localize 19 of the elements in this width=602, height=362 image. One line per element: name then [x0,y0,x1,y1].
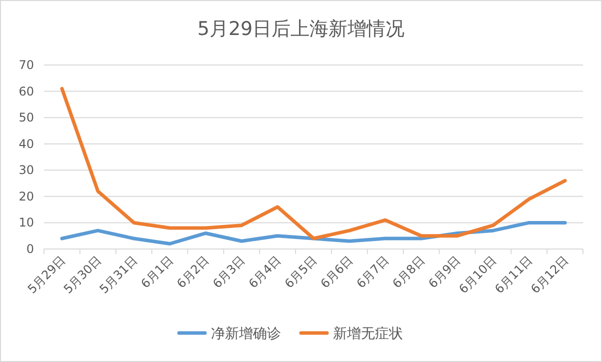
legend-label: 净新增确诊 [211,326,281,342]
x-tick-label: 6月2日 [174,253,212,291]
x-tick-label: 6月8日 [390,253,428,291]
x-tick-label: 6月5日 [282,253,320,291]
y-tick-label: 50 [18,110,34,125]
x-tick-label: 6月3日 [210,253,248,291]
y-tick-label: 40 [18,136,34,151]
y-tick-label: 10 [18,216,34,230]
y-tick-label: 60 [18,84,34,98]
x-tick-label: 6月4日 [246,253,284,291]
x-tick-label: 6月7日 [354,253,392,291]
x-tick-label: 6月1日 [138,253,176,291]
y-tick-label: 30 [18,163,34,178]
x-tick-label: 6月6日 [318,253,356,291]
chart-title: 5月29日后上海新增情况 [197,18,405,40]
y-tick-label: 0 [26,242,34,256]
y-tick-label: 20 [18,189,34,204]
y-tick-label: 70 [18,58,34,72]
legend-label: 新增无症状 [333,326,403,342]
